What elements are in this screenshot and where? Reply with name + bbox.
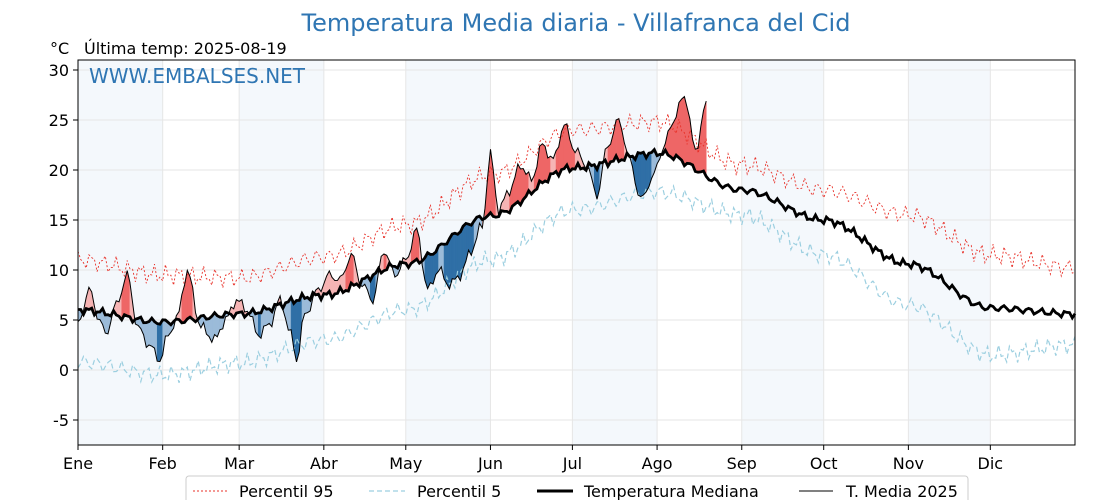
anomaly-above-area: [550, 155, 554, 174]
anomaly-above-area: [350, 252, 355, 286]
anomaly-below-area: [146, 321, 150, 348]
series-line-p5: [77, 183, 1076, 384]
x-tick-label: Feb: [149, 454, 177, 473]
month-shade-nov: [908, 60, 991, 445]
plot-frame: [77, 59, 1076, 446]
anomaly-below-area: [266, 308, 270, 326]
anomaly-below-area: [156, 323, 161, 362]
anomaly-above-area: [563, 123, 568, 170]
anomaly-below-area: [457, 231, 461, 281]
month-shade-sep: [741, 60, 824, 445]
x-tick-label: Abr: [310, 454, 338, 473]
anomaly-above-area: [667, 126, 671, 158]
legend-label-p5: Percentil 5: [417, 482, 501, 500]
watermark: WWW.EMBALSES.NET: [89, 64, 306, 88]
last-temp-label: Última temp: 2025-08-19: [84, 39, 287, 58]
plot-area: -5 0 5 10 15 20 25 30 Ene Feb Mar Abr May Jun Jul Ago Se…: [49, 59, 1077, 473]
y-tick-label: 25: [49, 111, 69, 130]
series-line-median: [78, 147, 1077, 327]
y-tick-label: -5: [53, 411, 69, 430]
anomaly-above-area: [187, 270, 191, 320]
anomaly-above-area: [673, 117, 677, 161]
y-tick-label: 0: [59, 361, 69, 380]
y-tick-label: 20: [49, 161, 69, 180]
anomaly-above-area: [539, 143, 543, 184]
chart-title: Temperatura Media diaria - Villafranca d…: [301, 9, 851, 37]
x-tick-label: Ene: [63, 454, 93, 473]
x-tick-label: Jun: [477, 454, 503, 473]
anomaly-below-area: [637, 152, 641, 197]
anomaly-below-area: [304, 297, 308, 314]
legend: Percentil 95 Percentil 5 Temperatura Med…: [185, 475, 969, 500]
anomaly-below-area: [446, 238, 450, 290]
x-tick-label: Oct: [810, 454, 838, 473]
x-tick-label: Mar: [224, 454, 255, 473]
anomaly-above-area: [413, 227, 417, 262]
month-shade-jul: [572, 60, 658, 445]
legend-label-p95: Percentil 95: [239, 482, 334, 500]
month-shade-mar: [239, 60, 324, 445]
anomaly-below-area: [430, 253, 434, 285]
x-tick-label: Nov: [893, 454, 924, 473]
y-tick-label: 30: [49, 61, 69, 80]
anomaly-below-area: [640, 151, 644, 197]
anomaly-below-area: [451, 232, 456, 280]
legend-label-t2025: T. Media 2025: [845, 482, 958, 500]
anomaly-below-area: [105, 314, 109, 335]
anomaly-below-area: [219, 316, 224, 330]
x-tick-label: Sep: [727, 454, 757, 473]
series-line-t2025: [77, 95, 707, 363]
anomaly-above-area: [517, 163, 521, 206]
unit-label: °C: [50, 39, 69, 58]
anomaly-above-area: [703, 101, 707, 177]
x-tick-label: Jul: [562, 454, 582, 473]
y-tick-label: 15: [49, 211, 69, 230]
anomaly-below-area: [258, 312, 262, 339]
legend-box: [185, 475, 969, 500]
month-shade-ene: [78, 60, 163, 445]
y-tick-label: 5: [59, 311, 69, 330]
x-tick-label: May: [389, 454, 422, 473]
y-tick-label: 10: [49, 261, 69, 280]
x-tick-label: Ago: [642, 454, 673, 473]
series-line-p95: [77, 112, 1076, 288]
x-tick-label: Dic: [978, 454, 1004, 473]
legend-label-median: Temperatura Mediana: [583, 482, 759, 500]
anomaly-above-area: [670, 122, 674, 161]
anomaly-above-area: [542, 143, 546, 184]
anomaly-above-area: [681, 96, 685, 166]
